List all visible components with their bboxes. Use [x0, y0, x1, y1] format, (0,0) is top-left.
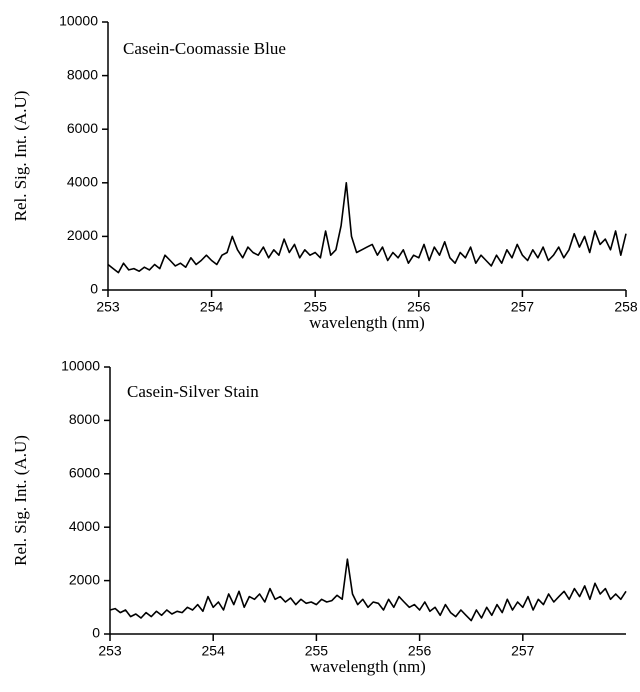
y-tick-label: 4000	[67, 174, 98, 190]
x-tick-label: 257	[511, 643, 535, 659]
annotation: Casein-Silver Stain	[127, 382, 259, 401]
x-tick-label: 253	[98, 643, 122, 659]
y-axis-label: Rel. Sig. Int. (A.U)	[11, 91, 30, 222]
x-tick-label: 253	[96, 299, 120, 315]
x-tick-label: 255	[304, 299, 328, 315]
x-tick-label: 257	[511, 299, 535, 315]
spectrum-line	[107, 182, 627, 274]
x-tick-label: 255	[305, 643, 329, 659]
x-tick-label: 256	[408, 643, 432, 659]
y-tick-label: 2000	[69, 571, 100, 587]
y-axis-label: Rel. Sig. Int. (A.U)	[11, 435, 30, 566]
y-tick-label: 6000	[67, 120, 98, 136]
x-tick-label: 254	[202, 643, 226, 659]
x-tick-label: 258	[614, 299, 638, 315]
y-tick-label: 8000	[67, 66, 98, 82]
y-tick-label: 10000	[61, 358, 100, 374]
y-tick-label: 2000	[67, 227, 98, 243]
y-tick-label: 8000	[69, 411, 100, 427]
annotation: Casein-Coomassie Blue	[123, 39, 286, 58]
x-axis-label: wavelength (nm)	[309, 313, 425, 332]
x-tick-label: 254	[200, 299, 224, 315]
x-axis-label: wavelength (nm)	[310, 657, 426, 676]
spectrum-line	[109, 558, 627, 622]
y-tick-label: 6000	[69, 465, 100, 481]
y-tick-label: 0	[92, 625, 100, 641]
y-tick-label: 4000	[69, 518, 100, 534]
y-tick-label: 0	[90, 281, 98, 297]
x-tick-label: 256	[407, 299, 431, 315]
y-tick-label: 10000	[59, 13, 98, 29]
